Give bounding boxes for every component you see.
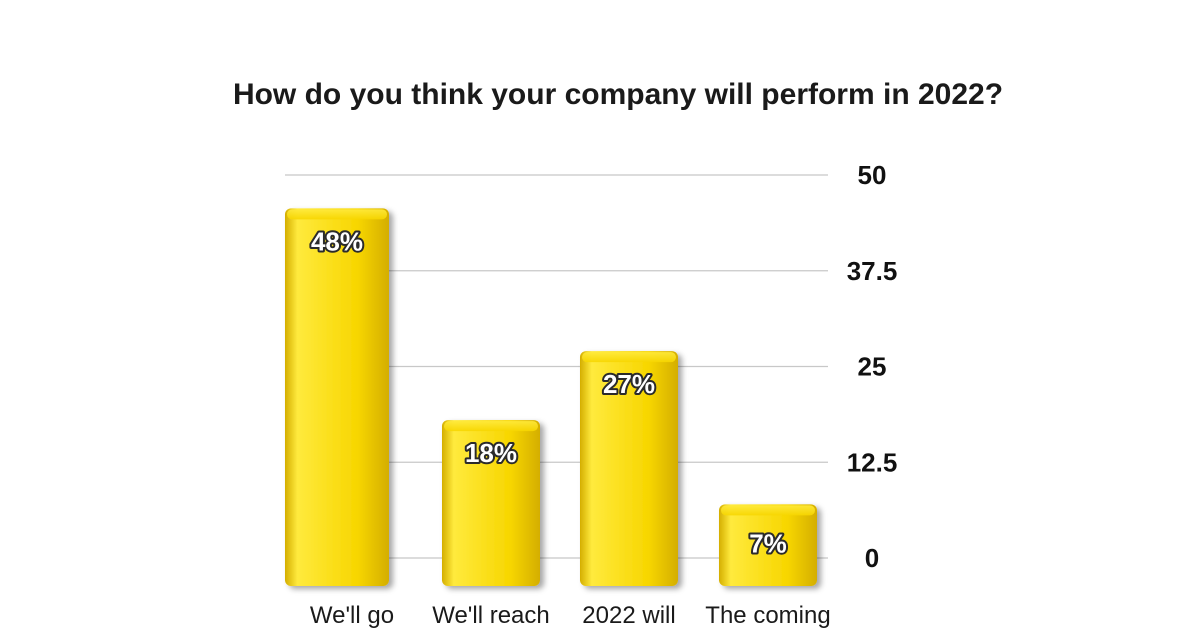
- data-label: 18%: [465, 438, 517, 468]
- y-tick-label: 12.5: [847, 447, 898, 477]
- data-label: 48%: [311, 226, 363, 256]
- bar-body: [580, 351, 678, 586]
- bar-body: [719, 504, 817, 586]
- category-label: 2022 will: [582, 602, 675, 628]
- bar-cap: [444, 421, 538, 432]
- data-label: 27%: [603, 369, 655, 399]
- data-label: 7%: [749, 528, 787, 558]
- y-tick-label: 25: [858, 352, 887, 382]
- bar-4: [719, 504, 817, 586]
- y-tick-label: 50: [858, 160, 887, 190]
- category-label: The coming: [705, 602, 830, 628]
- bar-body: [442, 420, 540, 586]
- bar-1: [285, 208, 389, 586]
- y-axis-ticks: 0 12.5 25 37.5 50: [847, 160, 898, 573]
- bar-3: [580, 351, 678, 586]
- bar-cap: [582, 352, 676, 363]
- y-tick-label: 37.5: [847, 256, 898, 286]
- data-labels: 48% 18% 27% 7%: [309, 224, 789, 560]
- bar-2: [442, 420, 540, 586]
- y-tick-label: 0: [865, 543, 879, 573]
- bar-cap: [287, 209, 387, 220]
- category-labels: We'll go We'll reach 2022 will The coming: [310, 602, 831, 628]
- category-label: We'll reach: [432, 602, 550, 628]
- bar-cap: [721, 505, 815, 516]
- chart-title: How do you think your company will perfo…: [233, 78, 1003, 111]
- bars: [285, 208, 817, 586]
- category-label: We'll go: [310, 602, 394, 628]
- bar-body: [285, 208, 389, 586]
